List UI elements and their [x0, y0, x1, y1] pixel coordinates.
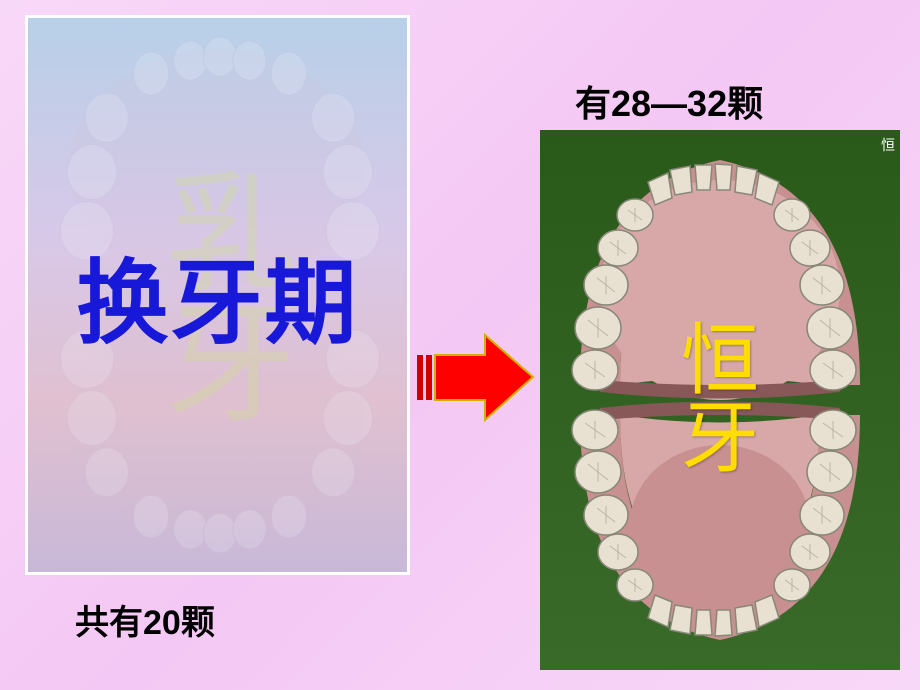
- char1: 恒: [681, 317, 759, 404]
- permanent-teeth-title: 恒牙: [681, 322, 759, 478]
- permanent-teeth-count-caption: 有28—32颗: [575, 75, 763, 127]
- char2: 牙: [681, 395, 759, 482]
- transition-period-title: 换牙期: [76, 229, 358, 362]
- permanent-teeth-panel: 恒: [540, 130, 900, 670]
- baby-teeth-panel: 乳牙 换牙期: [25, 15, 410, 575]
- baby-teeth-count-caption: 共有20颗: [75, 595, 215, 644]
- transition-arrow: [415, 330, 535, 425]
